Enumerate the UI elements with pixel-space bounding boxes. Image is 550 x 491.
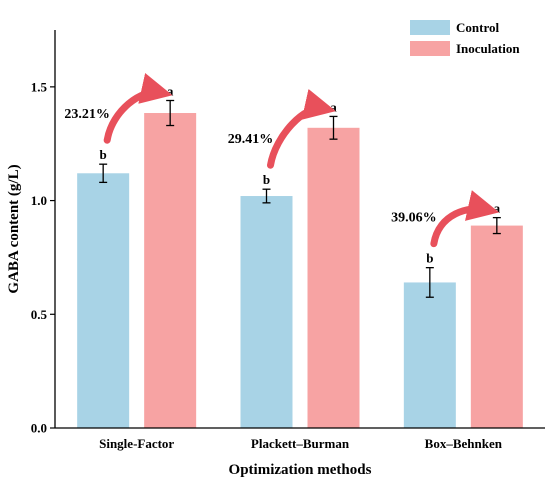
legend-label-inoculation: Inoculation (456, 41, 520, 56)
legend: Control Inoculation (410, 20, 520, 56)
legend-label-control: Control (456, 20, 499, 35)
legend-swatch-control (410, 20, 450, 35)
bar (403, 282, 456, 428)
y-axis-title: GABA content (g/L) (6, 164, 22, 293)
x-tick-label: Single-Factor (99, 436, 174, 451)
increase-arrow (267, 88, 336, 169)
significance-letter: b (100, 147, 107, 162)
significance-letter: a (167, 84, 174, 99)
x-tick-label: Plackett–Burman (251, 436, 350, 451)
x-tick-label: Box–Behnken (425, 436, 503, 451)
bars-layer (77, 113, 523, 429)
significance-letter: b (263, 172, 270, 187)
bar (240, 196, 293, 428)
axes-layer (54, 30, 545, 429)
increase-arrow (103, 73, 173, 144)
bar (144, 113, 197, 429)
y-tick-label: 0.5 (31, 307, 48, 322)
increase-percentage-label: 23.21% (64, 107, 110, 122)
significance-letter: b (426, 251, 433, 266)
increase-percentage-label: 29.41% (228, 132, 274, 147)
y-tick-label: 1.5 (31, 79, 48, 94)
ticks-layer: 0.0 0.5 1.0 1.5 Single-Factor Plackett–Burman… (31, 79, 503, 451)
bar (307, 127, 360, 429)
legend-swatch-inoculation (410, 41, 450, 56)
annotations-layer: b a 23.21% b a 29.41% b a 39.06% (64, 73, 501, 298)
bar (470, 225, 523, 428)
bar (77, 173, 130, 428)
significance-letter: a (330, 99, 337, 114)
x-axis-title: Optimization methods (229, 462, 372, 478)
significance-letter: a (494, 201, 501, 216)
y-tick-label: 1.0 (31, 193, 47, 208)
increase-arrow (430, 190, 500, 248)
y-tick-label: 0.0 (31, 421, 47, 436)
increase-percentage-label: 39.06% (391, 211, 437, 226)
